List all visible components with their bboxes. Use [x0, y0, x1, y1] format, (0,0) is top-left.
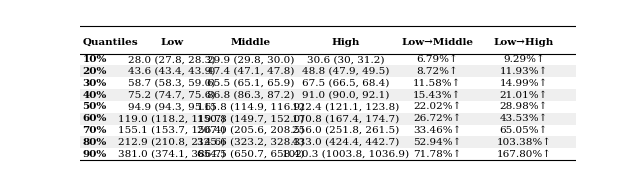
Text: 9.29%↑: 9.29%↑ [503, 55, 545, 64]
Text: 20%: 20% [83, 67, 107, 76]
Text: 119.0 (118.2, 119.7): 119.0 (118.2, 119.7) [118, 114, 225, 123]
Text: 26.72%↑: 26.72%↑ [413, 114, 461, 123]
Text: 30.6 (30, 31.2): 30.6 (30, 31.2) [307, 55, 384, 64]
Text: 65.5 (65.1, 65.9): 65.5 (65.1, 65.9) [207, 79, 295, 88]
Text: 75.2 (74.7, 75.6): 75.2 (74.7, 75.6) [128, 91, 216, 100]
Bar [80, 101, 576, 113]
Text: 60%: 60% [83, 114, 107, 123]
Text: 47.4 (47.1, 47.8): 47.4 (47.1, 47.8) [207, 67, 295, 76]
Text: 325.6 (323.2, 328.3): 325.6 (323.2, 328.3) [198, 138, 305, 147]
Bar [80, 66, 576, 77]
Text: Low→Middle: Low→Middle [401, 38, 473, 47]
Text: 50%: 50% [83, 102, 107, 111]
Text: 30%: 30% [83, 79, 107, 88]
Text: 43.6 (43.4, 43.9): 43.6 (43.4, 43.9) [128, 67, 216, 76]
Text: High: High [331, 38, 360, 47]
Text: 122.4 (121.1, 123.8): 122.4 (121.1, 123.8) [292, 102, 399, 111]
Text: 86.8 (86.3, 87.2): 86.8 (86.3, 87.2) [207, 91, 295, 100]
Text: 150.8 (149.7, 152.0): 150.8 (149.7, 152.0) [198, 114, 305, 123]
Text: Low→High: Low→High [494, 38, 554, 47]
Text: 71.78%↑: 71.78%↑ [413, 150, 461, 159]
Text: 70%: 70% [83, 126, 107, 135]
Text: 91.0 (90.0, 92.1): 91.0 (90.0, 92.1) [301, 91, 389, 100]
Text: 94.9 (94.3, 95.6): 94.9 (94.3, 95.6) [128, 102, 216, 111]
Text: 67.5 (66.5, 68.4): 67.5 (66.5, 68.4) [301, 79, 389, 88]
Bar [80, 89, 576, 101]
Text: 11.93%↑: 11.93%↑ [500, 67, 548, 76]
Bar [80, 113, 576, 125]
Text: 1020.3 (1003.8, 1036.9): 1020.3 (1003.8, 1036.9) [282, 150, 409, 159]
Text: 14.99%↑: 14.99%↑ [500, 79, 548, 88]
Text: 15.43%↑: 15.43%↑ [413, 91, 461, 100]
Text: 6.79%↑: 6.79%↑ [416, 55, 458, 64]
Text: 43.53%↑: 43.53%↑ [500, 114, 548, 123]
Text: Middle: Middle [231, 38, 271, 47]
Text: 28.98%↑: 28.98%↑ [500, 102, 548, 111]
Text: 33.46%↑: 33.46%↑ [413, 126, 461, 135]
Text: 433.0 (424.4, 442.7): 433.0 (424.4, 442.7) [292, 138, 399, 147]
Text: 52.94%↑: 52.94%↑ [413, 138, 461, 147]
Text: Low: Low [160, 38, 183, 47]
Bar [80, 77, 576, 89]
Text: 115.8 (114.9, 116.9): 115.8 (114.9, 116.9) [198, 102, 305, 111]
Text: 48.8 (47.9, 49.5): 48.8 (47.9, 49.5) [301, 67, 389, 76]
Text: 155.1 (153.7, 156.4): 155.1 (153.7, 156.4) [118, 126, 225, 135]
Text: 381.0 (374.1, 386.7): 381.0 (374.1, 386.7) [118, 150, 225, 159]
Bar [80, 136, 576, 148]
Bar [80, 125, 576, 136]
Text: 21.01%↑: 21.01%↑ [500, 91, 548, 100]
Text: 10%: 10% [83, 55, 107, 64]
Text: 40%: 40% [83, 91, 107, 100]
Text: Quantiles: Quantiles [83, 38, 138, 47]
Text: 90%: 90% [83, 150, 107, 159]
Text: 654.5 (650.7, 658.4): 654.5 (650.7, 658.4) [198, 150, 305, 159]
Text: 29.9 (29.8, 30.0): 29.9 (29.8, 30.0) [207, 55, 295, 64]
Text: 11.58%↑: 11.58%↑ [413, 79, 461, 88]
Text: 80%: 80% [83, 138, 107, 147]
Text: 167.80%↑: 167.80%↑ [497, 150, 552, 159]
Bar [80, 148, 576, 160]
Text: 103.38%↑: 103.38%↑ [497, 138, 552, 147]
Text: 65.05%↑: 65.05%↑ [500, 126, 548, 135]
Text: 256.0 (251.8, 261.5): 256.0 (251.8, 261.5) [292, 126, 399, 135]
Text: 212.9 (210.8, 214.6): 212.9 (210.8, 214.6) [118, 138, 225, 147]
Text: 170.8 (167.4, 174.7): 170.8 (167.4, 174.7) [292, 114, 399, 123]
Text: 28.0 (27.8, 28.3): 28.0 (27.8, 28.3) [128, 55, 216, 64]
Text: 22.02%↑: 22.02%↑ [413, 102, 461, 111]
Text: 207.0 (205.6, 208.5): 207.0 (205.6, 208.5) [198, 126, 305, 135]
Text: 58.7 (58.3, 59.0): 58.7 (58.3, 59.0) [128, 79, 216, 88]
Text: 8.72%↑: 8.72%↑ [416, 67, 458, 76]
Bar [80, 54, 576, 66]
